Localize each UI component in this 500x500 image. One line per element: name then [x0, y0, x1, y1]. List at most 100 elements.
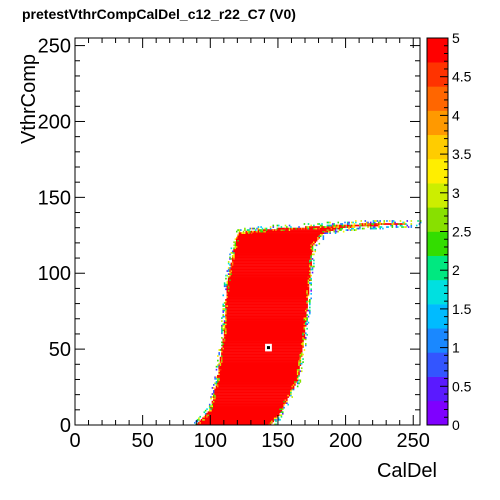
heatmap-cell	[330, 227, 333, 230]
heatmap-cell	[226, 286, 229, 289]
heatmap-cell	[199, 415, 202, 418]
heatmap-cell	[214, 377, 216, 380]
heatmap-cell	[226, 274, 229, 277]
heatmap-cell	[319, 235, 322, 238]
heatmap-cell	[234, 238, 237, 241]
heatmap-cell	[237, 245, 312, 248]
heatmap-cell	[218, 376, 220, 379]
heatmap-cell	[225, 338, 303, 341]
heatmap-cell	[283, 229, 285, 231]
heatmap-cell	[223, 347, 303, 350]
heatmap-cell	[279, 408, 281, 411]
heatmap-cell	[372, 226, 375, 228]
heatmap-cell	[337, 230, 340, 233]
heatmap-cell	[352, 221, 354, 224]
heatmap-cell	[227, 270, 230, 272]
heatmap-cell	[282, 408, 284, 411]
heatmap-cell	[199, 420, 272, 423]
chart-title: pretestVthrCompCalDel_c12_r22_C7 (V0)	[22, 6, 296, 22]
heatmap-cell	[299, 380, 302, 383]
heatmap-cell	[296, 385, 299, 388]
heatmap-cell	[226, 289, 229, 292]
heatmap-cell	[351, 229, 353, 231]
heatmap-cell	[272, 229, 275, 231]
heatmap-cell	[290, 393, 292, 395]
heatmap-cell	[353, 226, 356, 228]
heatmap-cell	[382, 227, 384, 230]
heatmap-cell	[217, 364, 219, 367]
heatmap-cell	[218, 379, 220, 382]
heatmap-cell	[269, 423, 272, 426]
heatmap-cell	[238, 239, 318, 242]
heatmap-cell	[219, 377, 298, 380]
heatmap-cell	[227, 261, 230, 263]
heatmap-cell	[326, 224, 329, 227]
heatmap-cell	[249, 232, 252, 234]
heatmap-cell	[329, 230, 331, 233]
heatmap-cell	[275, 423, 277, 426]
heatmap-cell	[337, 226, 340, 228]
heatmap-cell	[299, 353, 302, 356]
heatmap-cell	[360, 220, 363, 222]
heatmap-cell	[402, 223, 404, 225]
heatmap-cell	[302, 353, 304, 356]
heatmap-cell	[374, 220, 376, 222]
heatmap-cell	[300, 355, 303, 357]
heatmap-cell	[244, 232, 246, 234]
heatmap-cell	[302, 336, 304, 339]
heatmap-cell	[341, 227, 344, 230]
heatmap-cell	[237, 229, 239, 231]
heatmap-cell	[246, 229, 249, 231]
heatmap-cell	[225, 330, 227, 333]
heatmap-cell	[341, 224, 344, 227]
heatmap-cell	[222, 343, 225, 345]
heatmap-cell	[288, 227, 291, 230]
heatmap-cell	[261, 230, 264, 233]
heatmap-cell	[213, 391, 215, 394]
heatmap-cell	[318, 227, 321, 230]
heatmap-cell	[195, 420, 197, 423]
heatmap-cell	[250, 230, 253, 233]
heatmap-cell	[234, 256, 311, 259]
heatmap-cell	[269, 227, 272, 230]
heatmap-cell	[313, 227, 315, 230]
heatmap-cell	[225, 285, 227, 288]
heatmap-cell	[257, 226, 260, 228]
heatmap-cell	[217, 374, 299, 377]
heatmap-cell	[280, 414, 283, 417]
heatmap-cell	[294, 380, 296, 383]
heatmap-cell	[319, 224, 322, 227]
heatmap-cell	[204, 409, 207, 412]
heatmap-cell	[288, 224, 291, 227]
heatmap-cell	[326, 221, 329, 224]
heatmap-cell	[217, 377, 219, 380]
heatmap-cell	[218, 384, 294, 386]
heatmap-cell	[199, 421, 202, 424]
heatmap-cell	[244, 229, 246, 231]
heatmap-cell	[302, 341, 304, 344]
heatmap-cell	[321, 226, 325, 228]
heatmap-cell	[223, 336, 303, 339]
heatmap-cell	[219, 359, 222, 362]
heatmap-cell	[296, 376, 299, 379]
heatmap-cell	[302, 332, 304, 335]
heatmap-cell	[323, 230, 326, 233]
heatmap-cell	[330, 224, 333, 227]
heatmap-cell	[306, 227, 308, 230]
heatmap-cell	[208, 409, 211, 412]
heatmap-cell	[269, 226, 272, 228]
heatmap-cell	[211, 400, 214, 403]
heatmap-cell	[254, 230, 257, 233]
heatmap-cell	[227, 276, 230, 278]
heatmap-cell	[230, 264, 233, 266]
heatmap-cell	[305, 226, 307, 228]
heatmap-cell	[371, 227, 373, 230]
heatmap-cell	[375, 227, 377, 230]
heatmap-cell	[342, 230, 345, 233]
heatmap-cell	[283, 403, 285, 406]
heatmap-cell	[398, 223, 400, 225]
heatmap-cell	[303, 223, 306, 225]
heatmap-cell	[310, 224, 312, 227]
heatmap-cell	[298, 362, 300, 365]
heatmap-cell	[334, 230, 337, 233]
